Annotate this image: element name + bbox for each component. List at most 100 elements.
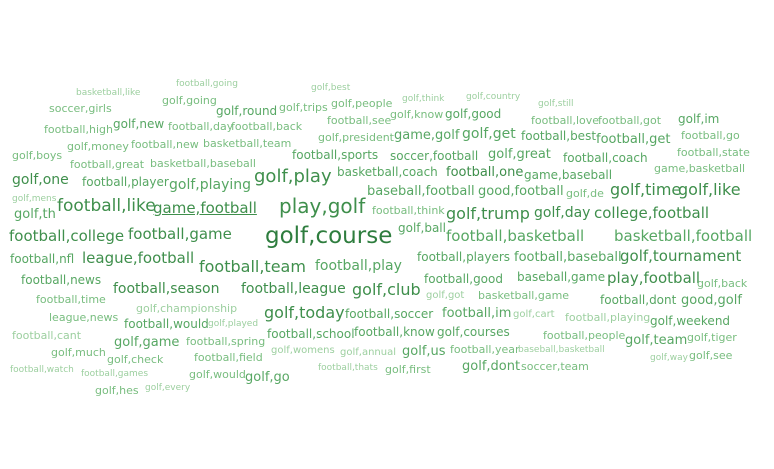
word: football,coach (563, 151, 648, 165)
word: football,see (327, 114, 392, 127)
word: golf,de (566, 187, 604, 200)
word: golf,know (390, 108, 444, 121)
word: football,go (681, 129, 740, 142)
word: football,thats (318, 363, 378, 373)
word: golf,us (402, 344, 446, 359)
word: golf,country (466, 92, 521, 102)
word: football,watch (10, 365, 74, 375)
word: golf,cart (513, 309, 555, 320)
word: golf,day (534, 205, 591, 221)
word: football,sports (292, 148, 379, 162)
word: game,baseball (524, 168, 613, 182)
word: baseball,football (367, 184, 475, 199)
word: football,basketball (446, 227, 585, 245)
word: golf,im (678, 112, 720, 126)
word: golf,womens (271, 345, 335, 356)
word: golf,round (216, 104, 278, 118)
word: football,school (267, 327, 355, 341)
word: golf,best (311, 83, 351, 93)
word: football,college (9, 227, 125, 245)
word: game,football (153, 199, 257, 217)
word: football,playing (565, 311, 651, 324)
word: football,know (354, 325, 435, 339)
word: golf,get (462, 126, 516, 142)
word: football,would (124, 317, 209, 331)
word: golf,tournament (620, 247, 742, 265)
word: football,play (315, 258, 402, 274)
word: football,games (81, 369, 149, 379)
word: football,field (194, 351, 263, 364)
word: football,year (450, 343, 520, 356)
word: golf,championship (136, 302, 238, 315)
word: football,one (446, 165, 524, 180)
word: football,team (199, 257, 306, 276)
word: golf,playing (169, 177, 252, 193)
word: golf,see (689, 349, 733, 362)
word: football,cant (12, 329, 82, 342)
word: basketball,football (614, 227, 753, 245)
word: golf,played (208, 319, 259, 329)
word: game,golf (394, 128, 460, 143)
word: football,time (36, 293, 106, 306)
word: golf,every (145, 383, 191, 393)
word: game,basketball (654, 162, 746, 175)
word: golf,first (385, 363, 431, 376)
word: golf,annual (340, 347, 396, 358)
word: football,soccer (345, 307, 434, 321)
word: golf,new (113, 117, 165, 131)
word: golf,course (265, 223, 393, 249)
word: basketball,game (478, 289, 570, 302)
word: good,golf (681, 293, 742, 308)
word: baseball,game (517, 270, 606, 284)
word: golf,team (625, 333, 688, 348)
word: play,golf (279, 194, 366, 218)
word: golf,go (245, 370, 290, 385)
word: football,good (424, 272, 503, 286)
word: golf,way (650, 353, 688, 363)
word: golf,dont (462, 359, 521, 374)
word: football,high (44, 123, 113, 136)
word: golf,mens (12, 194, 57, 204)
word: good,football (478, 184, 564, 199)
word: basketball,coach (337, 165, 438, 179)
word: golf,hes (95, 384, 139, 397)
word: golf,like (678, 180, 741, 199)
word: football,im (442, 306, 512, 321)
word: football,great (70, 158, 145, 171)
word: golf,check (107, 353, 164, 366)
word: football,got (598, 114, 662, 127)
word: golf,game (114, 335, 180, 350)
word: golf,great (488, 147, 551, 162)
word: football,dont (600, 293, 677, 307)
word: golf,president (318, 131, 394, 144)
word: football,think (372, 204, 445, 217)
word: golf,weekend (650, 314, 731, 328)
word: football,get (596, 132, 671, 147)
word: soccer,football (390, 149, 479, 163)
word: football,game (128, 225, 232, 243)
word: baseball,basketball (518, 345, 605, 355)
word: golf,play (254, 166, 332, 187)
word: golf,one (12, 172, 69, 188)
word: golf,think (402, 94, 445, 104)
word: golf,ball (398, 221, 446, 235)
word: league,football (82, 249, 195, 267)
word: golf,courses (437, 325, 510, 339)
word: football,day (168, 120, 234, 133)
word: basketball,team (203, 137, 292, 150)
word: football,player (82, 175, 169, 189)
word: golf,time (610, 180, 682, 199)
word: golf,would (189, 368, 246, 381)
word: golf,today (264, 303, 345, 322)
word: golf,money (67, 140, 129, 153)
word: basketball,like (76, 88, 141, 98)
word: golf,trump (446, 204, 530, 223)
word: golf,good (445, 107, 502, 121)
word: football,like (57, 196, 156, 216)
word: golf,boys (12, 149, 63, 162)
word: football,nfl (10, 252, 75, 266)
word: football,back (231, 120, 303, 133)
word: football,state (677, 146, 750, 159)
word: golf,people (331, 97, 393, 110)
